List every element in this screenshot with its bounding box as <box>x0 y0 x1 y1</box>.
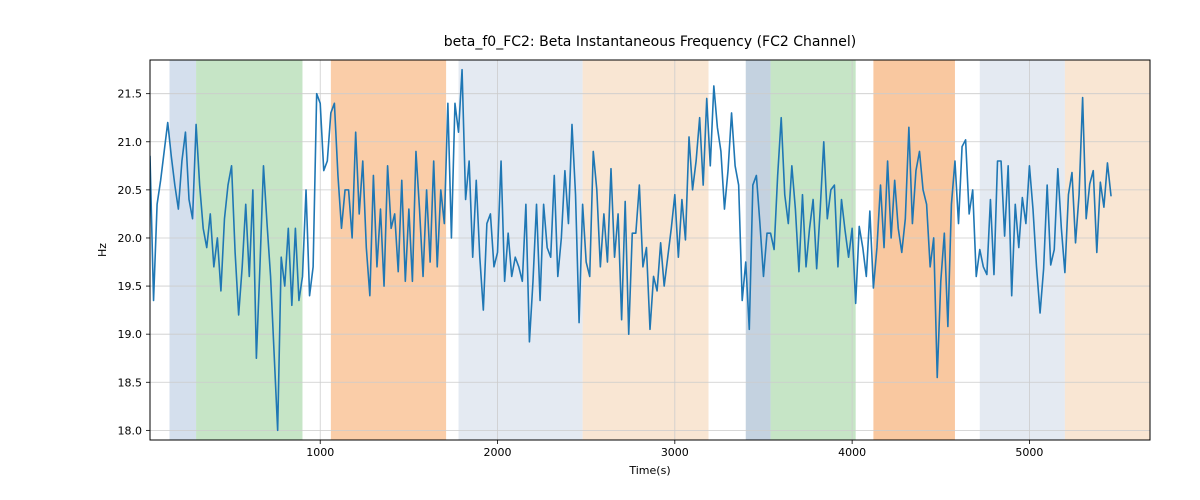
y-axis-label: Hz <box>96 243 109 257</box>
region <box>170 60 197 440</box>
y-tick-label: 21.0 <box>118 136 143 149</box>
x-tick-label: 3000 <box>661 446 689 459</box>
x-tick-label: 1000 <box>306 446 334 459</box>
region <box>1065 60 1150 440</box>
y-tick-label: 20.5 <box>118 184 143 197</box>
y-tick-label: 19.5 <box>118 280 143 293</box>
chart-title: beta_f0_FC2: Beta Instantaneous Frequenc… <box>444 34 856 50</box>
y-tick-label: 20.0 <box>118 232 143 245</box>
x-axis-label: Time(s) <box>628 464 670 477</box>
x-tick-label: 2000 <box>484 446 512 459</box>
region <box>459 60 583 440</box>
x-tick-label: 5000 <box>1015 446 1043 459</box>
y-tick-label: 21.5 <box>118 88 143 101</box>
region <box>746 60 771 440</box>
y-tick-label: 18.5 <box>118 376 143 389</box>
region <box>771 60 856 440</box>
x-tick-label: 4000 <box>838 446 866 459</box>
timeseries-chart: 1000 2000 3000 4000 5000 18.0 18.5 19.0 19.5 20.0… <box>0 0 1200 500</box>
y-tick-label: 19.0 <box>118 328 143 341</box>
y-tick-label: 18.0 <box>118 424 143 437</box>
